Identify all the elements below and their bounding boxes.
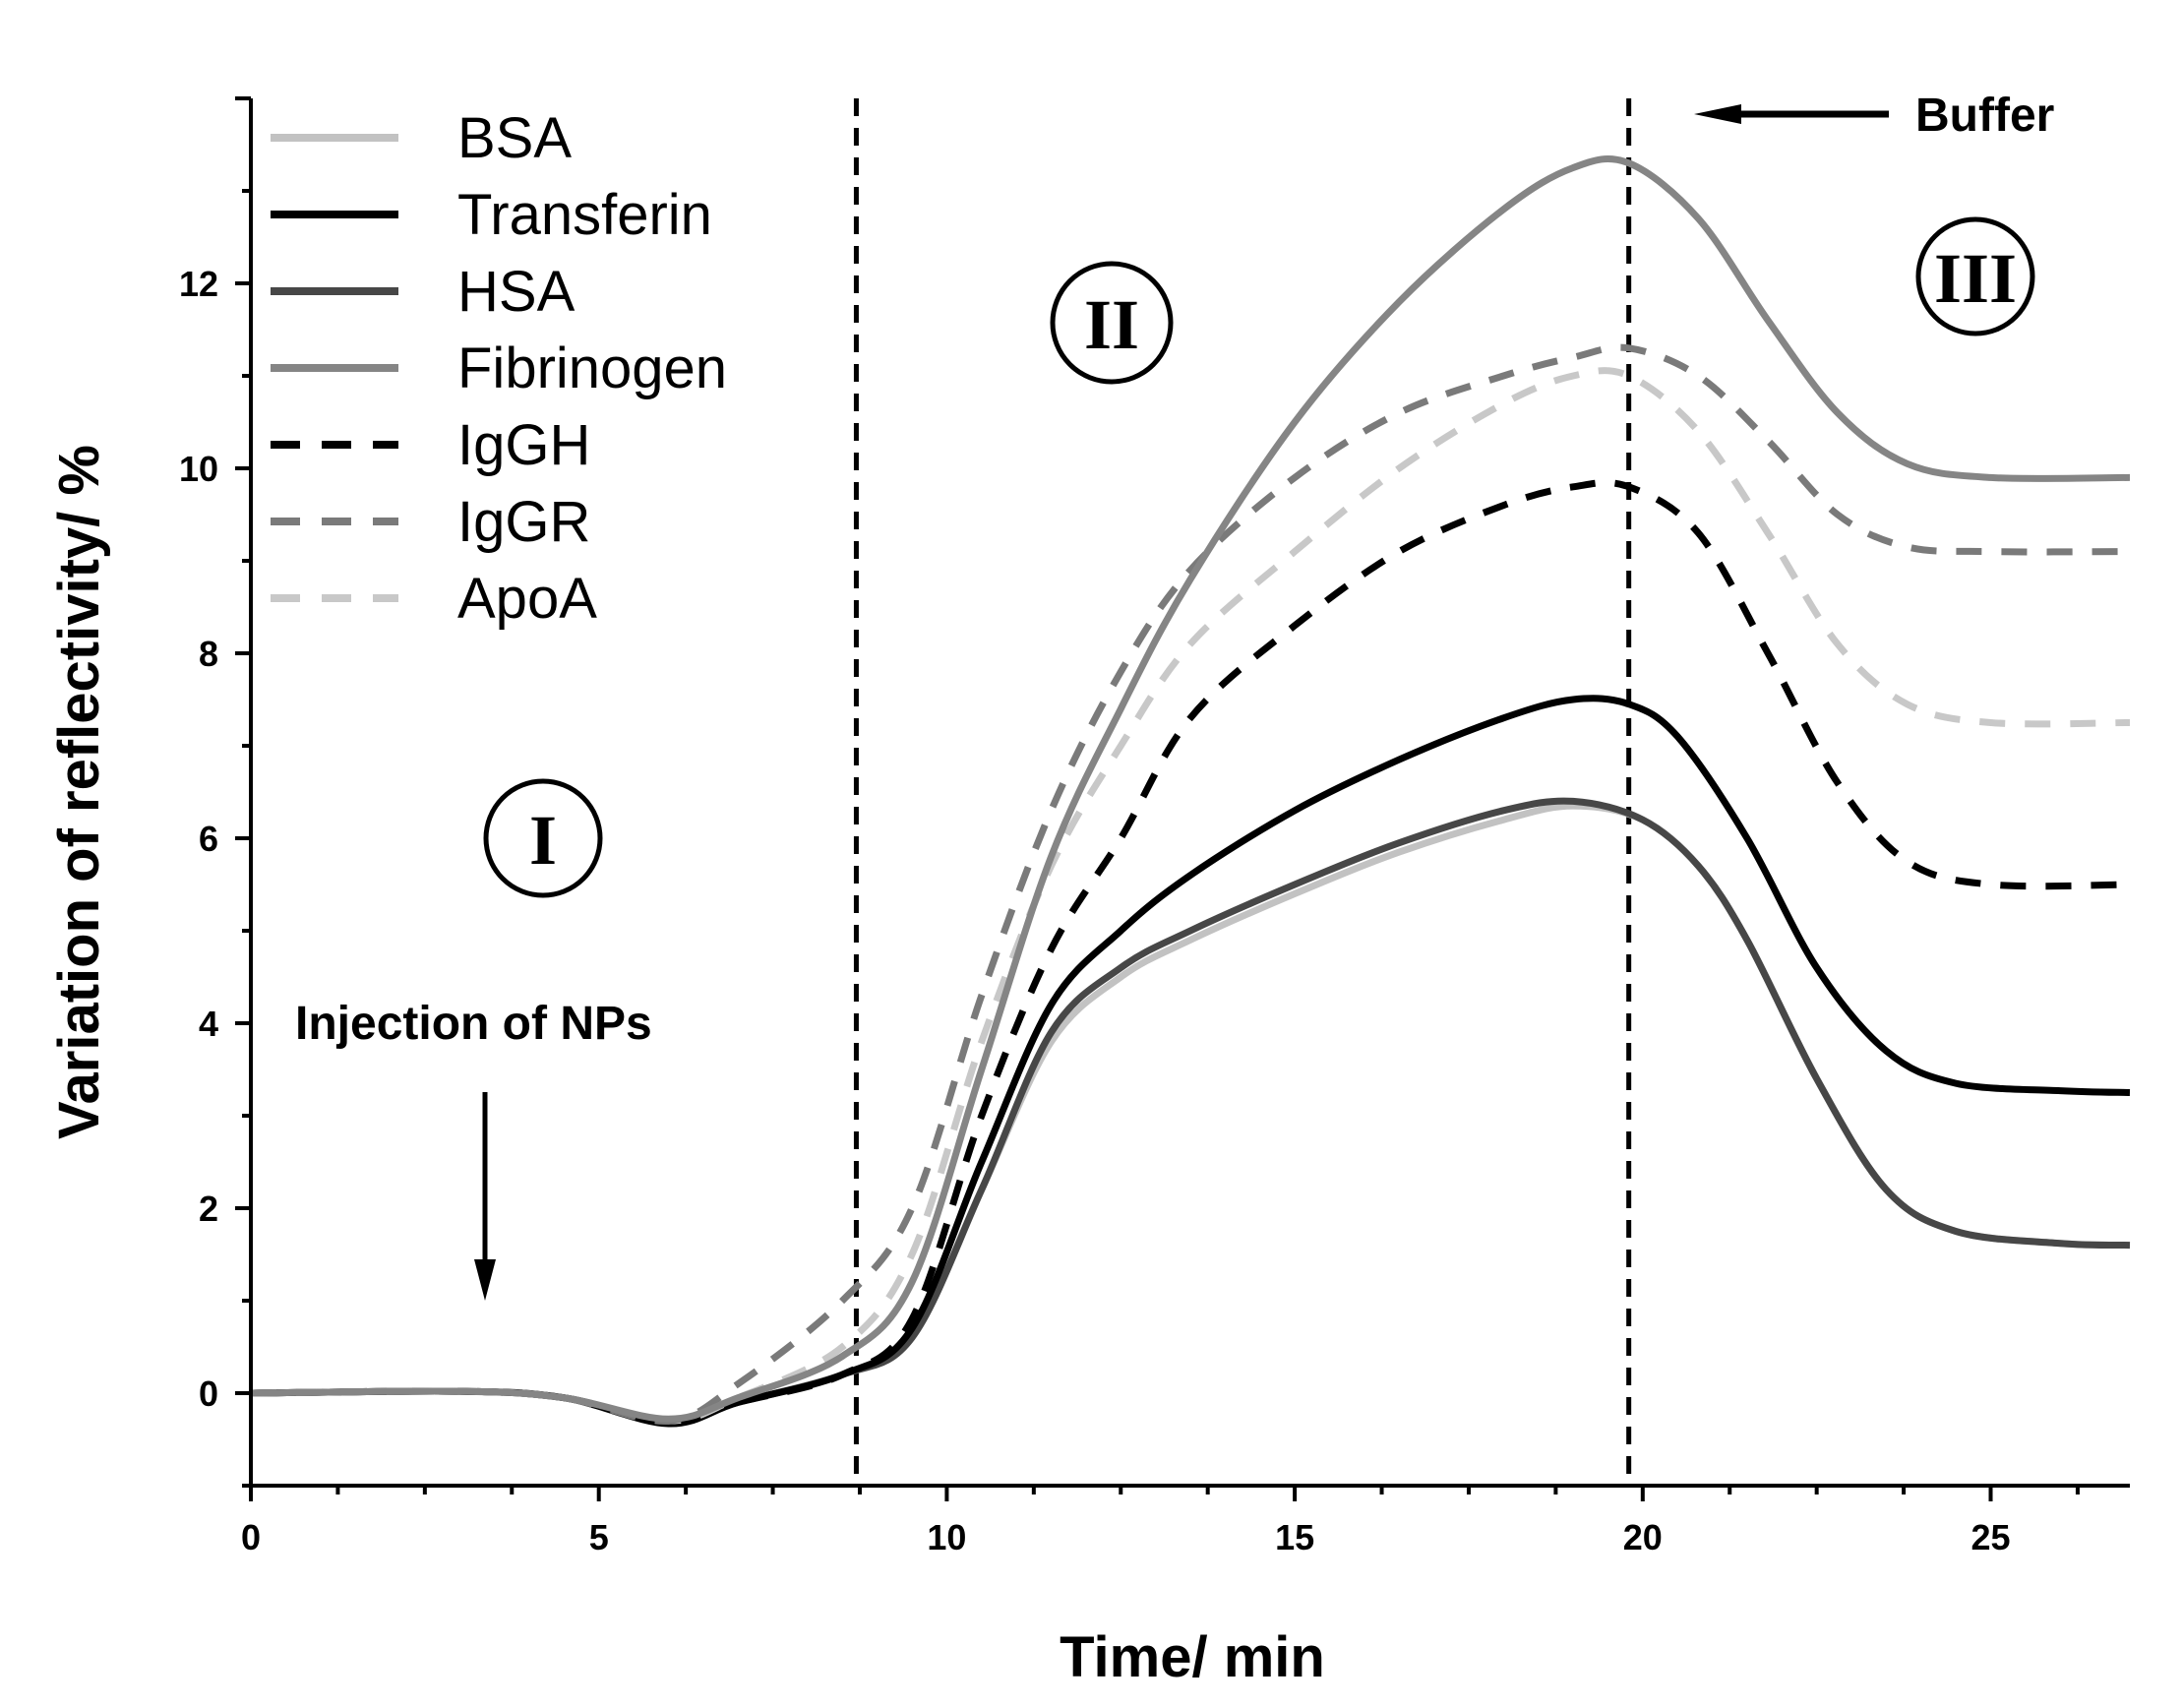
x-tick-label: 10 bbox=[927, 1517, 966, 1557]
reference-lines bbox=[853, 98, 1632, 1486]
y-axis-title: Variation of reflectivity/ % bbox=[47, 445, 111, 1139]
legend-item: ApoA bbox=[271, 567, 597, 631]
buffer-label: Buffer bbox=[1915, 90, 2054, 142]
y-tick-label: 6 bbox=[199, 819, 218, 859]
legend-item: Transferin bbox=[271, 183, 712, 247]
injection-arrow-head bbox=[474, 1259, 496, 1301]
series-line-iggr bbox=[250, 343, 2131, 1425]
legend-item: HSA bbox=[271, 260, 576, 324]
series-layer bbox=[250, 154, 2131, 1428]
x-axis-title: Time/ min bbox=[1060, 1625, 1325, 1689]
injection-annotation: Injection of NPs bbox=[295, 998, 652, 1301]
legend-label: Transferin bbox=[457, 183, 712, 247]
series-line-fibrinogen bbox=[250, 154, 2131, 1423]
y-tick-label: 2 bbox=[199, 1189, 218, 1229]
region-2-circle bbox=[1050, 261, 1174, 385]
legend-label: BSA bbox=[457, 106, 572, 170]
y-tick-label: 0 bbox=[199, 1373, 218, 1414]
region-3-label: III bbox=[1934, 239, 2017, 318]
y-tick-label: 4 bbox=[199, 1004, 218, 1044]
series-line-iggh bbox=[250, 479, 2131, 1425]
legend-item: IgGR bbox=[271, 490, 590, 554]
region-2-label: II bbox=[1084, 285, 1139, 364]
legend: BSA Transferin HSA Fibrinogen IgGH IgGR ApoA bbox=[271, 106, 727, 631]
x-tick-label: 20 bbox=[1623, 1517, 1663, 1557]
buffer-arrow-head bbox=[1694, 104, 1741, 124]
series-line-bsa bbox=[250, 802, 2131, 1425]
ticks: 0 5 10 15 20 25 0 2 4 6 8 10 12 bbox=[179, 96, 2080, 1557]
series-line-transferin bbox=[250, 695, 2131, 1428]
region-1-marker: I bbox=[483, 778, 603, 898]
legend-label: IgGR bbox=[457, 490, 590, 554]
y-tick-label: 8 bbox=[199, 634, 218, 674]
region-3-marker: III bbox=[1915, 216, 2035, 336]
legend-item: BSA bbox=[271, 106, 572, 170]
legend-label: IgGH bbox=[457, 413, 590, 477]
region-2-marker: II bbox=[1050, 261, 1174, 385]
y-tick-label: 12 bbox=[179, 264, 218, 304]
region-1-circle bbox=[483, 778, 603, 898]
x-tick-label: 5 bbox=[589, 1517, 609, 1557]
injection-label: Injection of NPs bbox=[295, 998, 652, 1050]
series-line-apoa bbox=[250, 367, 2131, 1425]
legend-item: Fibrinogen bbox=[271, 336, 727, 400]
x-tick-label: 15 bbox=[1275, 1517, 1314, 1557]
legend-label: ApoA bbox=[457, 567, 597, 631]
y-tick-label: 10 bbox=[179, 449, 218, 489]
legend-item: IgGH bbox=[271, 413, 590, 477]
buffer-annotation: Buffer bbox=[1694, 90, 2054, 142]
legend-label: Fibrinogen bbox=[457, 336, 727, 400]
region-3-circle bbox=[1915, 216, 2035, 336]
x-tick-label: 0 bbox=[241, 1517, 261, 1557]
region-1-label: I bbox=[529, 801, 557, 880]
x-tick-label: 25 bbox=[1970, 1517, 2010, 1557]
legend-label: HSA bbox=[457, 260, 576, 324]
